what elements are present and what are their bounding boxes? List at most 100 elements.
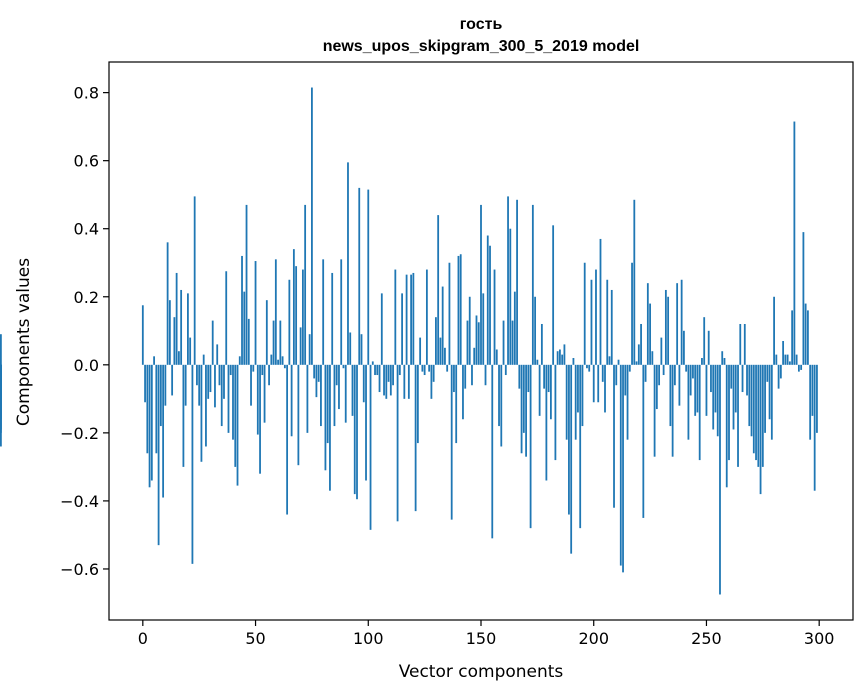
bar [437, 215, 440, 365]
bar [511, 320, 514, 365]
chart-title: гость [460, 16, 503, 33]
bar [205, 364, 207, 447]
plot-frame [108, 61, 854, 621]
bar [788, 361, 791, 365]
bar [184, 364, 187, 406]
bar [757, 364, 760, 467]
bar [646, 283, 649, 365]
bar [637, 344, 640, 365]
bar [290, 364, 293, 437]
bar [698, 364, 701, 461]
bar [520, 364, 523, 454]
bar [766, 364, 769, 382]
bar [671, 364, 674, 457]
bar [568, 364, 570, 515]
bar [333, 364, 336, 427]
bar [536, 359, 539, 365]
bar [588, 364, 591, 372]
bar [498, 364, 500, 427]
bar [159, 364, 162, 427]
bar [311, 87, 313, 365]
bar [216, 344, 219, 365]
bar [552, 225, 555, 365]
bar [252, 364, 255, 372]
bar [768, 364, 771, 420]
bar [225, 271, 228, 365]
bar [209, 364, 212, 393]
bar [403, 364, 406, 399]
bar [773, 296, 775, 365]
bar [721, 351, 724, 365]
y-axis-label: Components values [14, 258, 34, 426]
bar [358, 187, 361, 365]
bar [538, 364, 541, 416]
bar [392, 364, 394, 386]
bar [613, 364, 615, 508]
bar [299, 327, 302, 365]
bar [689, 364, 692, 396]
bar [340, 259, 343, 365]
bar [779, 364, 782, 379]
bar [462, 364, 464, 420]
bar [374, 364, 376, 376]
bar [166, 242, 169, 365]
bar [218, 364, 221, 386]
bar [423, 364, 426, 376]
bar [371, 361, 374, 365]
bar [540, 323, 543, 365]
bar [401, 293, 403, 365]
bar [741, 364, 744, 393]
bar [734, 364, 737, 413]
bar [383, 364, 385, 396]
bar [428, 364, 431, 372]
bar [664, 289, 667, 365]
bar [482, 293, 485, 365]
bar [701, 358, 703, 365]
bar [480, 204, 482, 365]
bar [477, 322, 480, 365]
bar [653, 364, 656, 457]
bar [518, 364, 521, 389]
bar [196, 364, 198, 386]
bar [455, 364, 458, 444]
bar [504, 364, 507, 376]
x-tick-label: 150 [466, 629, 497, 648]
y-tick-label: 0.6 [74, 152, 99, 171]
bar [265, 300, 268, 365]
bar [362, 364, 365, 403]
x-tick-label: 300 [804, 629, 835, 648]
y-tick-label: −0.4 [60, 492, 99, 511]
bar [581, 364, 584, 427]
bar [561, 354, 564, 365]
bar [723, 358, 726, 365]
bar [577, 364, 579, 413]
bar [150, 364, 153, 481]
bar [813, 364, 816, 491]
bar [353, 364, 356, 495]
bar [261, 364, 264, 376]
bar [389, 364, 392, 396]
bar [162, 364, 165, 498]
bar [586, 364, 588, 369]
bar [0, 334, 2, 365]
bar [610, 289, 613, 365]
bar [153, 356, 155, 365]
bar [777, 364, 780, 389]
bar [619, 364, 622, 566]
bar [306, 364, 309, 433]
bar [238, 356, 241, 365]
bar [157, 364, 160, 546]
bar [367, 189, 370, 365]
bar [604, 364, 606, 413]
bar [786, 354, 789, 365]
bar [164, 364, 167, 406]
bar [274, 259, 277, 365]
bar [223, 364, 225, 399]
bar [148, 364, 151, 488]
bar [549, 364, 552, 420]
bar [662, 364, 665, 376]
bar [678, 364, 681, 406]
bar [189, 337, 192, 365]
bar [200, 364, 203, 462]
bar [755, 364, 757, 461]
